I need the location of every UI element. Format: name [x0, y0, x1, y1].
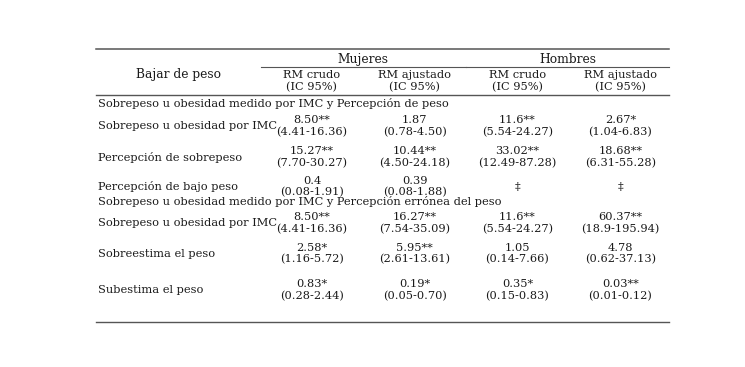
Text: 0.39
(0.08-1.88): 0.39 (0.08-1.88) — [383, 176, 447, 198]
Text: Subestima el peso: Subestima el peso — [98, 285, 203, 295]
Text: 0.35*
(0.15-0.83): 0.35* (0.15-0.83) — [486, 279, 549, 301]
Text: 16.27**
(7.54-35.09): 16.27** (7.54-35.09) — [379, 212, 450, 235]
Text: 2.67*
(1.04-6.83): 2.67* (1.04-6.83) — [589, 115, 652, 137]
Text: ‡: ‡ — [515, 182, 520, 192]
Text: 1.87
(0.78-4.50): 1.87 (0.78-4.50) — [383, 115, 447, 137]
Text: Hombres: Hombres — [539, 53, 596, 66]
Text: Sobreestima el peso: Sobreestima el peso — [98, 249, 215, 259]
Text: 1.05
(0.14-7.66): 1.05 (0.14-7.66) — [486, 243, 549, 265]
Text: 4.78
(0.62-37.13): 4.78 (0.62-37.13) — [585, 243, 656, 265]
Text: 15.27**
(7.70-30.27): 15.27** (7.70-30.27) — [276, 146, 347, 168]
Text: RM crudo
(IC 95%): RM crudo (IC 95%) — [283, 70, 340, 92]
Text: ‡: ‡ — [618, 182, 623, 192]
Text: Sobrepeso u obesidad por IMC: Sobrepeso u obesidad por IMC — [98, 218, 277, 229]
Text: RM crudo
(IC 95%): RM crudo (IC 95%) — [489, 70, 546, 92]
Text: 0.4
(0.08-1.91): 0.4 (0.08-1.91) — [280, 176, 344, 198]
Text: 18.68**
(6.31-55.28): 18.68** (6.31-55.28) — [585, 146, 656, 168]
Text: 0.19*
(0.05-0.70): 0.19* (0.05-0.70) — [383, 279, 447, 301]
Text: 5.95**
(2.61-13.61): 5.95** (2.61-13.61) — [379, 243, 450, 265]
Text: RM ajustado
(IC 95%): RM ajustado (IC 95%) — [584, 70, 657, 92]
Text: 8.50**
(4.41-16.36): 8.50** (4.41-16.36) — [276, 115, 347, 137]
Text: 60.37**
(18.9-195.94): 60.37** (18.9-195.94) — [581, 212, 659, 235]
Text: RM ajustado
(IC 95%): RM ajustado (IC 95%) — [378, 70, 451, 92]
Text: Sobrepeso u obesidad medido por IMC y Percepción de peso: Sobrepeso u obesidad medido por IMC y Pe… — [98, 98, 449, 109]
Text: Percepción de sobrepeso: Percepción de sobrepeso — [98, 152, 242, 163]
Text: 0.03**
(0.01-0.12): 0.03** (0.01-0.12) — [589, 279, 652, 301]
Text: 10.44**
(4.50-24.18): 10.44** (4.50-24.18) — [379, 146, 450, 168]
Text: Bajar de peso: Bajar de peso — [136, 68, 221, 81]
Text: Sobrepeso u obesidad por IMC: Sobrepeso u obesidad por IMC — [98, 121, 277, 131]
Text: Mujeres: Mujeres — [337, 53, 389, 66]
Text: 8.50**
(4.41-16.36): 8.50** (4.41-16.36) — [276, 212, 347, 235]
Text: 0.83*
(0.28-2.44): 0.83* (0.28-2.44) — [280, 279, 344, 301]
Text: 33.02**
(12.49-87.28): 33.02** (12.49-87.28) — [478, 146, 557, 168]
Text: 11.6**
(5.54-24.27): 11.6** (5.54-24.27) — [482, 212, 553, 235]
Text: 11.6**
(5.54-24.27): 11.6** (5.54-24.27) — [482, 115, 553, 137]
Text: Percepción de bajo peso: Percepción de bajo peso — [98, 181, 238, 192]
Text: Sobrepeso u obesidad medido por IMC y Percepción errónea del peso: Sobrepeso u obesidad medido por IMC y Pe… — [98, 196, 502, 207]
Text: 2.58*
(1.16-5.72): 2.58* (1.16-5.72) — [280, 243, 344, 265]
